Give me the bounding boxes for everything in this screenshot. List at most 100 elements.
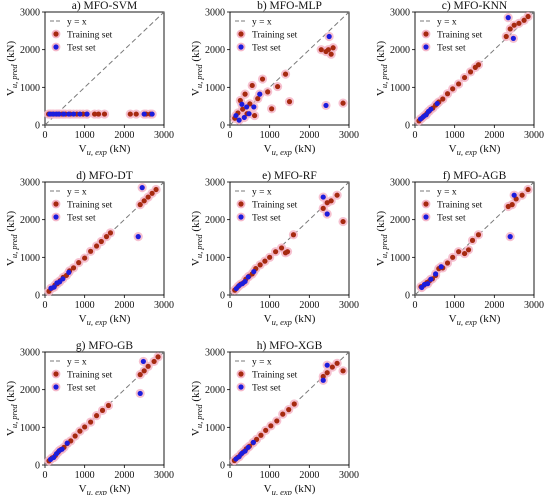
legend-reference-label: y = x [252, 188, 272, 198]
test-point [137, 390, 143, 397]
y-tick-label: 2000 [390, 215, 410, 226]
training-point [290, 232, 297, 238]
training-point [280, 411, 286, 417]
legend-test-label: Test set [67, 44, 96, 54]
training-point [88, 419, 94, 425]
y-tick-label: 1000 [390, 253, 410, 264]
chart-title: c) MFO-KNN [442, 0, 508, 12]
chart-panel-3: c) MFO-KNN 0 1000 2000 3000 0 1000 2000 3000 Vu, … [375, 0, 544, 157]
legend-test-label: Test set [252, 44, 281, 54]
training-point [105, 402, 112, 409]
training-point [127, 111, 133, 117]
training-point [242, 91, 248, 97]
test-point [251, 104, 257, 110]
y-tick-label: 0 [220, 461, 225, 472]
training-point [255, 96, 261, 102]
training-point [133, 111, 139, 117]
test-point [242, 448, 248, 454]
legend-training-label: Training set [437, 201, 483, 211]
y-tick-label: 0 [220, 121, 225, 132]
chart-panel-1: a) MFO-SVM 0 1000 2000 3000 0 1000 2000 3000 Vu, … [5, 0, 174, 157]
y-tick-label: 3000 [20, 178, 40, 189]
y-axis-label: Vu, pred (kN) [375, 211, 389, 267]
training-point [525, 13, 531, 20]
training-point [141, 368, 147, 374]
plot-frame [229, 181, 350, 296]
x-tick-label: 1000 [260, 130, 280, 141]
training-point [82, 424, 88, 430]
test-point [84, 111, 90, 117]
legend-training-swatch [423, 201, 429, 207]
chart-title: e) MFO-RF [262, 170, 317, 182]
test-point [245, 444, 251, 450]
training-point [450, 254, 456, 260]
training-point [263, 427, 269, 433]
x-tick-label: 1000 [260, 470, 280, 481]
x-tick-label: 0 [413, 130, 418, 141]
training-point [155, 354, 161, 360]
training-point [328, 51, 334, 57]
y-tick-label: 1000 [20, 423, 40, 434]
test-point [428, 276, 434, 282]
legend-reference-label: y = x [252, 358, 272, 368]
chart-panel-8: h) MFO-XGB 0 1000 2000 3000 0 1000 2000 3000 Vu, … [190, 340, 359, 495]
training-point [93, 413, 100, 419]
training-point [505, 203, 511, 210]
training-point [93, 243, 100, 249]
x-tick-label: 3000 [154, 300, 174, 311]
training-point [145, 363, 151, 369]
x-tick-label: 3000 [524, 300, 544, 311]
y-tick-label: 3000 [390, 178, 410, 189]
training-point [141, 198, 147, 204]
training-point [511, 22, 517, 28]
x-tick-label: 2000 [484, 300, 504, 311]
legend-reference-label: y = x [67, 188, 87, 198]
chart-panel-7: g) MFO-GB 0 1000 2000 3000 0 1000 2000 3000 Vu, e… [5, 340, 174, 495]
x-axis-label: Vu, exp (kN) [79, 313, 131, 327]
test-point [320, 377, 326, 383]
plot-frame [414, 181, 535, 296]
training-point [334, 192, 340, 198]
training-point [444, 260, 451, 266]
training-point [251, 112, 258, 119]
legend-test-swatch [53, 384, 59, 390]
test-point [438, 264, 444, 270]
x-tick-label: 2000 [299, 130, 319, 141]
training-point [525, 186, 531, 193]
training-point [320, 205, 326, 211]
training-point [70, 265, 77, 271]
test-point [233, 112, 239, 119]
training-point [328, 198, 334, 204]
legend-training-label: Training set [67, 371, 113, 381]
legend-training-swatch [238, 371, 244, 377]
test-point [139, 185, 145, 191]
training-point [107, 230, 114, 236]
x-tick-label: 0 [43, 300, 48, 311]
training-point [275, 83, 281, 90]
y-axis-label: Vu, pred (kN) [5, 211, 19, 267]
chart-panel-5: e) MFO-RF 0 1000 2000 3000 0 1000 2000 3000 Vu, e… [190, 170, 359, 327]
legend-reference-label: y = x [437, 188, 457, 198]
training-point [72, 433, 78, 439]
training-point [521, 17, 527, 23]
y-tick-label: 2000 [205, 385, 225, 396]
training-point [273, 249, 279, 255]
training-point [282, 71, 289, 77]
y-tick-label: 0 [220, 291, 225, 302]
test-point [425, 281, 431, 287]
training-point [519, 192, 525, 198]
x-tick-label: 1000 [260, 300, 280, 311]
training-point [91, 111, 98, 117]
training-point [467, 69, 474, 75]
x-tick-label: 3000 [339, 130, 359, 141]
training-point [95, 111, 102, 117]
legend-reference-label: y = x [252, 18, 272, 28]
test-point [241, 114, 247, 121]
test-point [60, 276, 66, 282]
legend-training-label: Training set [252, 31, 298, 41]
legend-test-swatch [53, 44, 59, 50]
legend-training-swatch [53, 31, 59, 37]
training-point [286, 99, 293, 105]
x-tick-label: 0 [43, 470, 48, 481]
